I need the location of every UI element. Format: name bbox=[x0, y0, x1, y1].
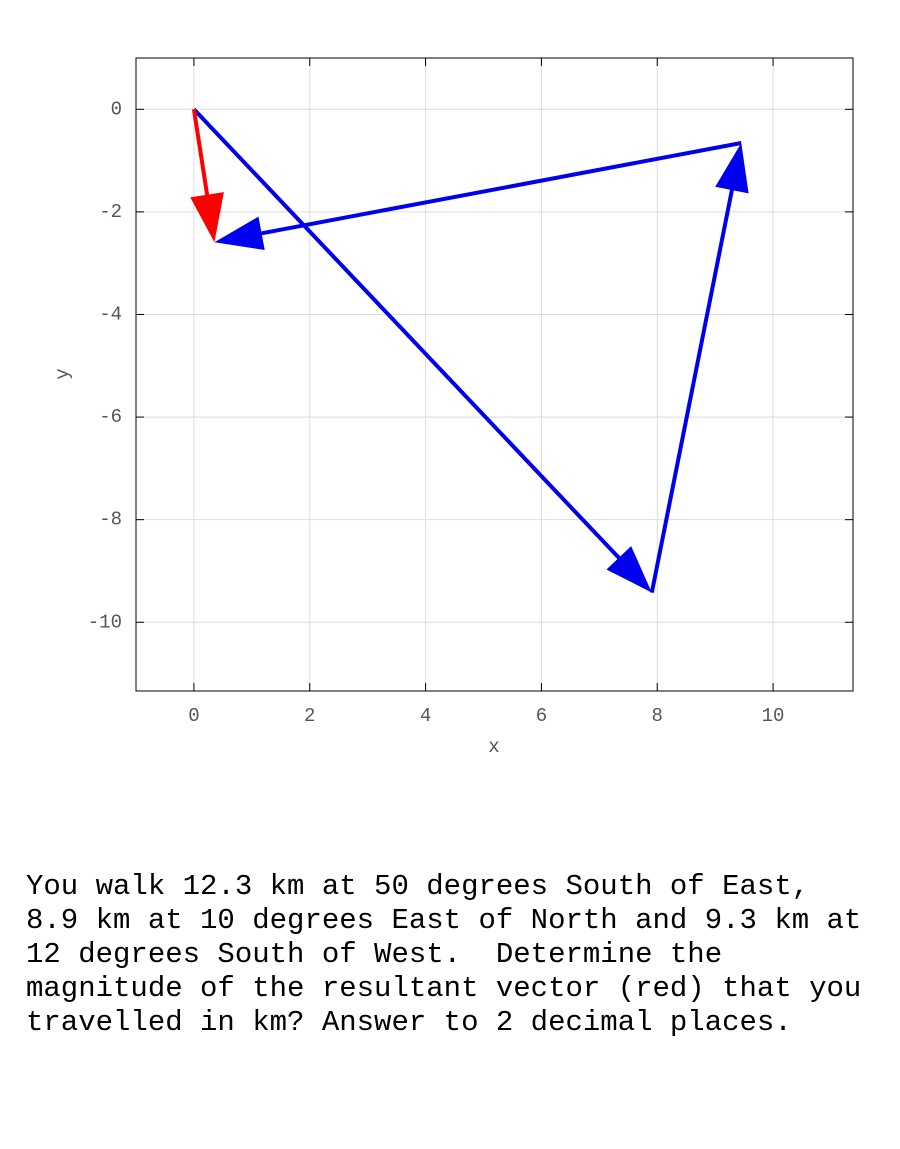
x-tick-label: 6 bbox=[536, 705, 547, 727]
y-tick-label: -10 bbox=[88, 611, 122, 633]
x-tick-label: 2 bbox=[304, 705, 315, 727]
y-axis-label: y bbox=[52, 368, 74, 379]
vector-head bbox=[715, 142, 749, 194]
y-tick-label: -6 bbox=[99, 406, 122, 428]
vector-shaft bbox=[649, 185, 735, 594]
x-tick-label: 4 bbox=[420, 705, 431, 727]
vector-head bbox=[606, 546, 652, 593]
y-tick-label: -8 bbox=[99, 509, 122, 531]
plot-frame bbox=[135, 57, 854, 692]
y-tick-label: 0 bbox=[111, 98, 122, 120]
vector-head bbox=[190, 192, 224, 243]
y-tick-label: -2 bbox=[99, 201, 122, 223]
chart: x y 0 2 4 6 8 10 0 -2 -4 -6 -8 -10 bbox=[52, 57, 854, 758]
x-axis-label: x bbox=[488, 736, 499, 758]
vector-shaft bbox=[192, 107, 623, 563]
question-text: You walk 12.3 km at 50 degrees South of … bbox=[26, 870, 879, 1039]
y-tick-label: -4 bbox=[99, 303, 122, 325]
x-tick-label: 0 bbox=[188, 705, 199, 727]
x-tick-label: 10 bbox=[762, 705, 785, 727]
vector-shaft bbox=[257, 141, 742, 237]
x-tick-label: 8 bbox=[652, 705, 663, 727]
vector-head bbox=[214, 216, 265, 251]
vector-shaft bbox=[191, 108, 210, 200]
